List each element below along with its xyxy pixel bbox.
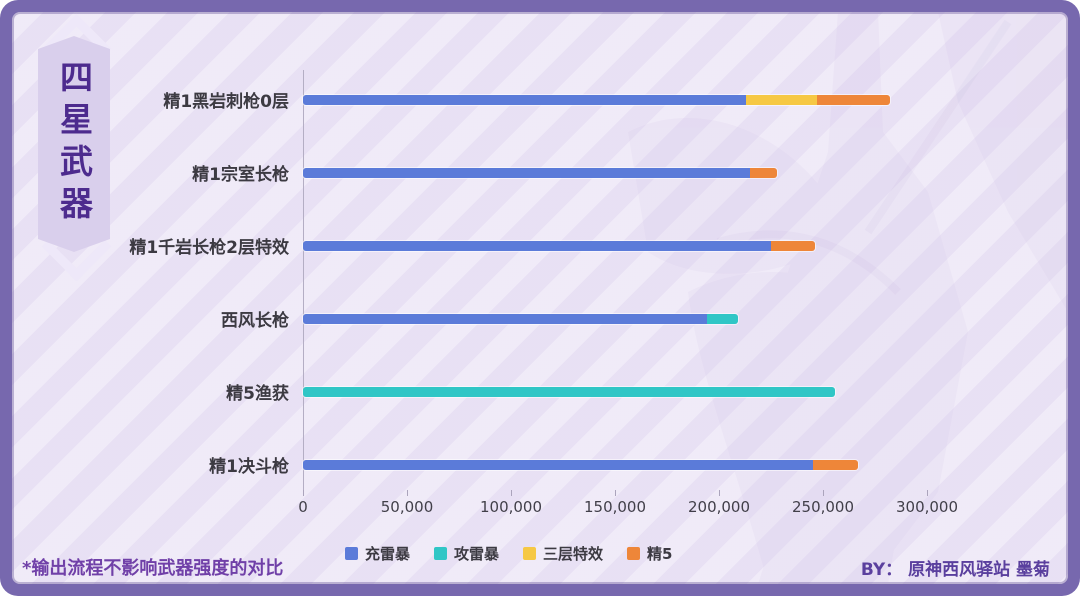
x-tick <box>823 490 824 496</box>
y-axis-line <box>303 70 304 490</box>
x-tick <box>407 490 408 496</box>
legend-label: 精5 <box>647 545 673 563</box>
stacked-bar <box>303 94 890 105</box>
legend-item: 充雷暴 <box>345 543 410 564</box>
bar-segment <box>816 94 890 105</box>
bar-track <box>303 167 1068 178</box>
bar-row: 精1黑岩刺枪0层 <box>12 63 1068 136</box>
bar-segment <box>303 240 771 251</box>
bar-row: 精5渔获 <box>12 355 1068 428</box>
stacked-bar <box>303 313 738 324</box>
bar-track <box>303 94 1068 105</box>
bar-segment <box>750 167 778 178</box>
stacked-bar <box>303 167 778 178</box>
legend: 充雷暴 攻雷暴 三层特效 精5 <box>345 543 672 564</box>
bar-segment <box>812 459 859 470</box>
x-tick-label: 200,000 <box>687 498 751 516</box>
page-title: 四星武器 <box>54 60 94 228</box>
bar-segment <box>303 94 747 105</box>
bar-segment <box>303 313 707 324</box>
legend-swatch <box>627 547 641 560</box>
footnote: *输出流程不影响武器强度的对比 <box>22 558 284 579</box>
x-tick <box>719 490 720 496</box>
x-axis: 0 50,000 100,000 150,000 200,000 250,000 300,0… <box>298 490 958 530</box>
x-tick-label: 50,000 <box>380 498 434 516</box>
bar-segment <box>303 386 836 397</box>
category-label: 精1宗室长枪 <box>192 165 289 185</box>
category-label: 精5渔获 <box>226 384 289 404</box>
category-label: 精1决斗枪 <box>209 457 289 477</box>
bar-track <box>303 459 1068 470</box>
x-tick <box>303 490 304 496</box>
title-ribbon: 四星武器 <box>38 36 110 252</box>
legend-item: 精5 <box>627 543 672 564</box>
bar-row: 精1千岩长枪2层特效 <box>12 209 1068 282</box>
legend-swatch <box>345 547 358 560</box>
legend-swatch <box>523 547 537 560</box>
bar-segment <box>303 167 751 178</box>
stacked-bar <box>303 386 836 397</box>
legend-label: 三层特效 <box>543 545 604 563</box>
stacked-bar <box>303 240 815 251</box>
category-label: 西风长枪 <box>221 311 289 331</box>
x-tick-label: 100,000 <box>479 498 543 516</box>
bar-track <box>303 386 1068 397</box>
chart-canvas: 四星武器 精1黑岩刺枪0层精1宗室长枪精1千岩长枪2层特效西风长枪精5渔获精1决… <box>12 12 1068 584</box>
legend-item: 三层特效 <box>523 543 603 564</box>
stacked-bar <box>303 459 859 470</box>
x-tick-label: 250,000 <box>791 498 855 516</box>
credit-text: BY： 原神西风驿站 墨菊 <box>860 560 1050 580</box>
weapon-damage-bar-chart: 精1黑岩刺枪0层精1宗室长枪精1千岩长枪2层特效西风长枪精5渔获精1决斗枪 0 5… <box>12 12 1068 584</box>
bar-segment <box>706 313 738 324</box>
x-tick-label: 150,000 <box>583 498 647 516</box>
legend-label: 攻雷暴 <box>454 545 500 563</box>
bar-row: 精1决斗枪 <box>12 428 1068 501</box>
bar-rows: 精1黑岩刺枪0层精1宗室长枪精1千岩长枪2层特效西风长枪精5渔获精1决斗枪 <box>12 63 1068 501</box>
x-tick <box>615 490 616 496</box>
category-label: 精1千岩长枪2层特效 <box>129 238 289 258</box>
bar-row: 精1宗室长枪 <box>12 136 1068 209</box>
bar-row: 西风长枪 <box>12 282 1068 355</box>
bar-track <box>303 313 1068 324</box>
bar-segment <box>746 94 817 105</box>
x-tick <box>927 490 928 496</box>
category-label: 精1黑岩刺枪0层 <box>163 92 289 112</box>
x-tick <box>511 490 512 496</box>
legend-swatch <box>434 547 448 560</box>
bar-segment <box>771 240 815 251</box>
x-tick-label: 300,000 <box>895 498 959 516</box>
legend-item: 攻雷暴 <box>434 543 499 564</box>
bar-segment <box>303 459 813 470</box>
x-tick-label: 0 <box>298 498 308 516</box>
bar-track <box>303 240 1068 251</box>
legend-label: 充雷暴 <box>365 545 411 563</box>
